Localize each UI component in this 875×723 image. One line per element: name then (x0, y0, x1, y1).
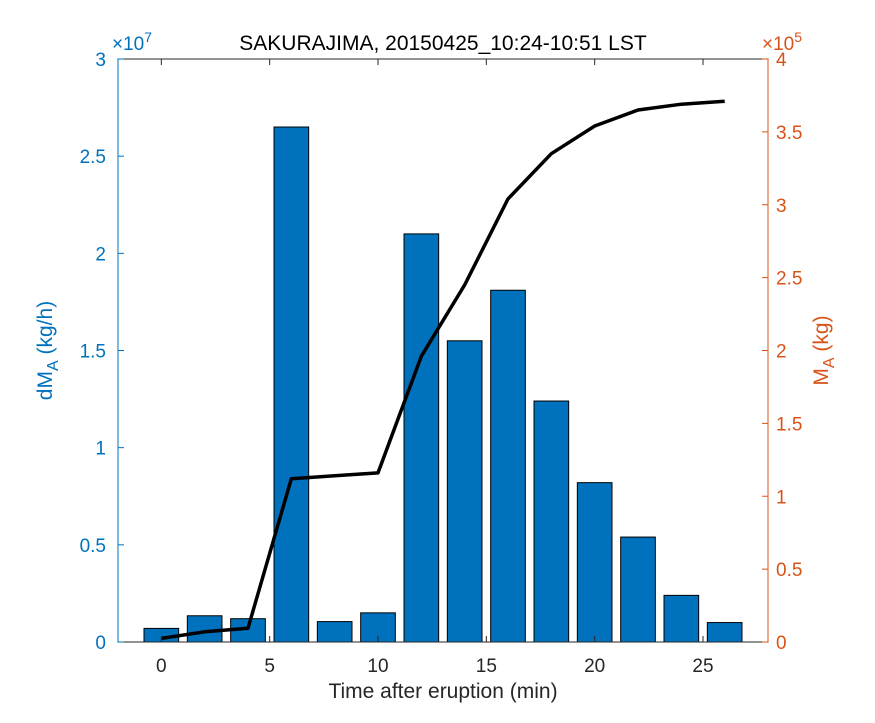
y-axis-left-label-sub: A (45, 360, 62, 371)
y-right-tick-label-7: 3.5 (776, 123, 802, 144)
x-tick-label-1: 5 (264, 656, 275, 677)
y-axis-right-label-main: M (810, 368, 833, 386)
line-layer (161, 99, 725, 641)
bar-8 (490, 289, 526, 643)
x-tick-label-0: 0 (156, 656, 167, 677)
bar-3 (273, 126, 310, 643)
x-tick-label-3: 15 (476, 656, 497, 677)
chart-title: SAKURAJIMA, 20150425_10:24-10:51 LST (239, 32, 647, 55)
y-left-tick-label-5: 2.5 (80, 147, 106, 168)
y-right-tick-label-3: 1.5 (776, 414, 802, 435)
y-right-tick-label-0: 0 (776, 633, 787, 654)
bar-11 (620, 536, 656, 643)
bar-12 (663, 594, 700, 643)
y-left-tick-label-0: 0 (95, 633, 106, 654)
bar-9 (533, 400, 570, 643)
y-axis-left-exponent-power: 7 (144, 29, 152, 45)
bars-layer (143, 126, 743, 643)
y-axis-right-exponent: ×105 (762, 29, 802, 55)
ticks-layer: 0 5 10 15 20 25 0 0.5 1 1.5 2 2.5 3 0 0.5 1 1.5 2 2.5 3 3.5 4 (80, 50, 803, 677)
plot-box (117, 58, 769, 643)
y-right-tick-label-6: 3 (776, 196, 787, 217)
x-tick-label-4: 20 (584, 656, 605, 677)
y-axis-left-label-main: dM (34, 371, 57, 400)
x-tick-label-5: 25 (692, 656, 713, 677)
y-left-tick-label-1: 0.5 (80, 536, 106, 557)
y-left-tick-label-4: 2 (95, 244, 106, 265)
bar-4 (316, 621, 353, 643)
y-axis-left-exponent-base: ×10 (112, 34, 144, 55)
bar-7 (446, 340, 483, 643)
y-axis-left-label: dMA (kg/h) (34, 301, 62, 400)
y-axis-right-exponent-base: ×10 (762, 34, 794, 55)
y-axis-right-label-sub: A (821, 357, 838, 368)
y-left-tick-label-2: 1 (95, 439, 106, 460)
x-tick-label-2: 10 (367, 656, 388, 677)
y-axis-right-label-unit: (kg) (810, 315, 833, 357)
bar-6 (403, 233, 440, 643)
y-axis-left-exponent: ×107 (112, 29, 152, 55)
bar-1 (186, 615, 223, 643)
bar-10 (576, 482, 613, 643)
y-axis-left-label-unit: (kg/h) (34, 301, 57, 361)
y-axis-right-exponent-power: 5 (794, 29, 802, 45)
y-axis-right-label: MA (kg) (810, 315, 838, 385)
y-right-tick-label-4: 2 (776, 342, 787, 363)
y-left-tick-label-3: 1.5 (80, 342, 106, 363)
y-right-tick-label-2: 1 (776, 487, 787, 508)
y-right-tick-label-1: 0.5 (776, 560, 802, 581)
y-right-tick-label-5: 2.5 (776, 269, 802, 290)
y-right-tick-label-8: 4 (776, 50, 787, 71)
cumulative-mass-line (161, 99, 725, 641)
bar-13 (706, 622, 743, 643)
x-axis-label: Time after eruption (min) (328, 680, 557, 703)
y-left-tick-label-6: 3 (95, 50, 106, 71)
